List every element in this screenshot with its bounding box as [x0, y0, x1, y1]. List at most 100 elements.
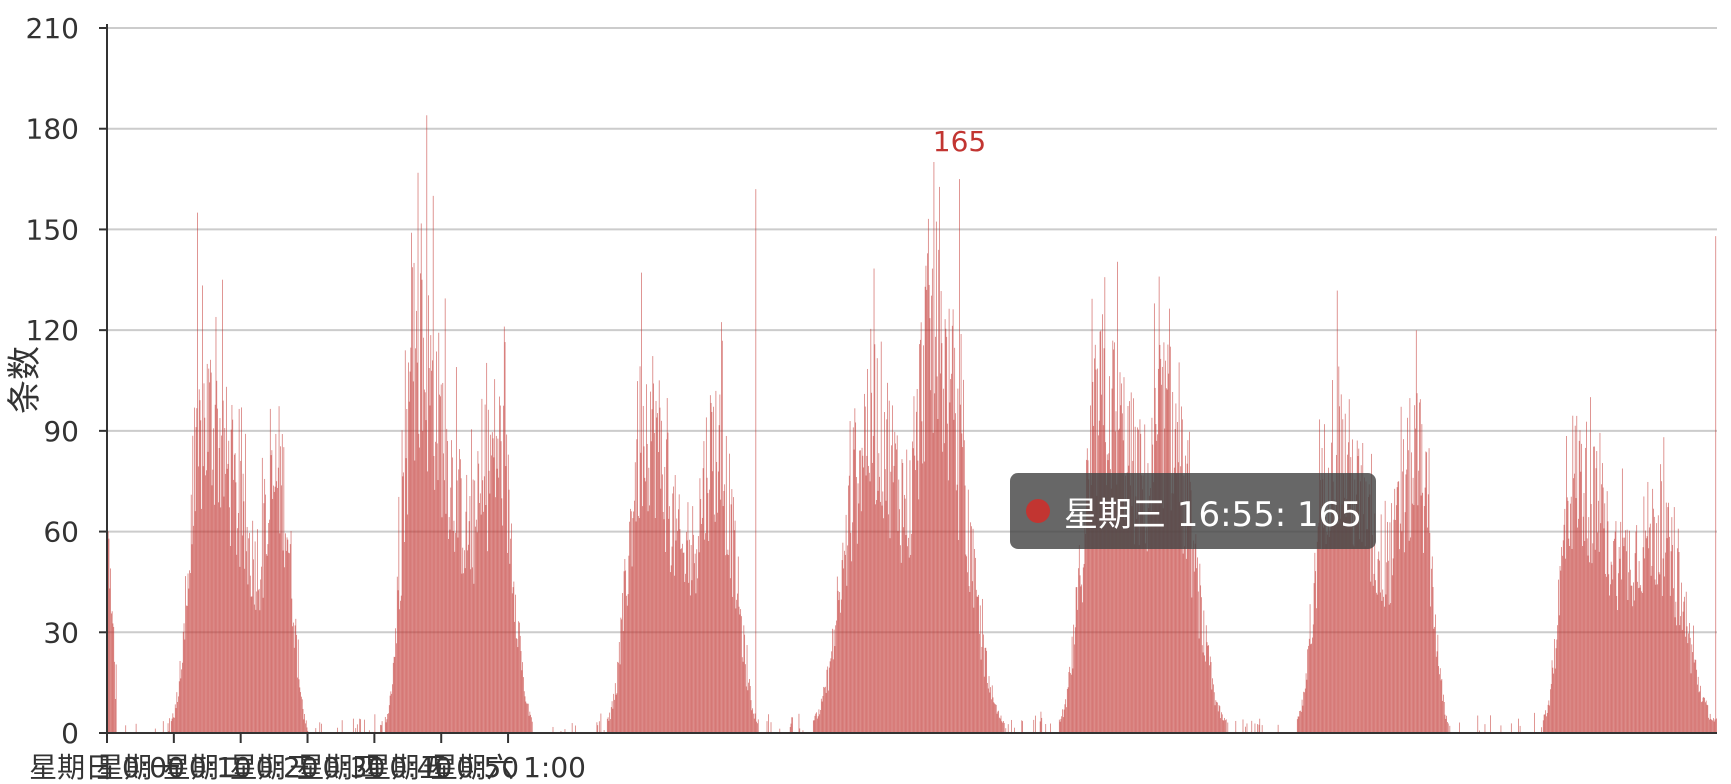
bar[interactable]	[359, 718, 361, 733]
bar[interactable]	[506, 434, 508, 733]
bar[interactable]	[1648, 548, 1650, 733]
bar[interactable]	[273, 485, 274, 733]
bar[interactable]	[713, 514, 715, 733]
bar[interactable]	[1395, 519, 1396, 733]
bar[interactable]	[374, 714, 376, 733]
bar[interactable]	[467, 544, 469, 733]
bar[interactable]	[1695, 659, 1697, 733]
bar[interactable]	[951, 325, 953, 733]
bar[interactable]	[896, 449, 897, 733]
bar[interactable]	[1562, 540, 1564, 733]
bar[interactable]	[1058, 719, 1060, 733]
bar[interactable]	[195, 427, 197, 733]
bar[interactable]	[1066, 689, 1068, 733]
bar[interactable]	[285, 533, 286, 733]
bar[interactable]	[459, 449, 460, 733]
bar[interactable]	[1678, 552, 1680, 733]
bar[interactable]	[455, 367, 457, 733]
bar[interactable]	[871, 392, 872, 733]
bar[interactable]	[886, 419, 888, 733]
bar[interactable]	[1593, 446, 1594, 733]
bar[interactable]	[281, 434, 283, 733]
bar[interactable]	[263, 503, 265, 733]
bar[interactable]	[913, 396, 915, 733]
bar[interactable]	[1426, 452, 1428, 733]
bar[interactable]	[1328, 467, 1329, 733]
bar[interactable]	[380, 725, 382, 733]
bar[interactable]	[1165, 388, 1167, 733]
bar[interactable]	[1673, 507, 1675, 733]
bar[interactable]	[1308, 645, 1309, 733]
bar[interactable]	[390, 691, 392, 733]
bar[interactable]	[1320, 480, 1321, 733]
bar[interactable]	[281, 485, 282, 733]
bar[interactable]	[1570, 496, 1572, 733]
bar[interactable]	[225, 473, 226, 733]
bar[interactable]	[1585, 447, 1586, 733]
bar[interactable]	[444, 298, 446, 733]
bar[interactable]	[1089, 501, 1091, 733]
bar[interactable]	[301, 699, 303, 733]
bar[interactable]	[226, 468, 228, 733]
bar[interactable]	[571, 723, 573, 733]
bar[interactable]	[665, 551, 666, 733]
bar[interactable]	[430, 335, 432, 733]
bar[interactable]	[200, 420, 202, 733]
bar[interactable]	[745, 664, 746, 733]
bar[interactable]	[1142, 475, 1144, 733]
bar[interactable]	[852, 522, 853, 733]
bar[interactable]	[1154, 387, 1156, 733]
bar[interactable]	[740, 609, 742, 733]
bar[interactable]	[799, 728, 801, 733]
bar[interactable]	[1339, 406, 1340, 733]
bar[interactable]	[1211, 689, 1213, 733]
bar[interactable]	[1649, 523, 1651, 733]
bar[interactable]	[1098, 420, 1100, 733]
bar[interactable]	[278, 406, 280, 733]
bar[interactable]	[1398, 481, 1400, 733]
bar[interactable]	[1413, 505, 1415, 733]
bar[interactable]	[519, 622, 520, 733]
bar[interactable]	[504, 342, 506, 733]
bar[interactable]	[470, 569, 472, 733]
bar[interactable]	[474, 480, 476, 733]
bar[interactable]	[791, 717, 793, 733]
bar[interactable]	[236, 554, 238, 733]
bar[interactable]	[1595, 468, 1597, 733]
bar[interactable]	[1186, 463, 1188, 733]
bar[interactable]	[305, 723, 306, 733]
bar[interactable]	[1582, 516, 1584, 733]
bar[interactable]	[1599, 432, 1601, 733]
bar[interactable]	[1587, 555, 1589, 733]
bar[interactable]	[1615, 521, 1617, 733]
bar[interactable]	[1235, 720, 1237, 733]
bar[interactable]	[1656, 523, 1658, 733]
bar[interactable]	[256, 591, 258, 733]
bar[interactable]	[240, 460, 242, 733]
bar[interactable]	[667, 432, 669, 733]
bar[interactable]	[194, 511, 196, 733]
bar[interactable]	[249, 532, 250, 733]
bar[interactable]	[850, 532, 852, 733]
bar[interactable]	[923, 345, 924, 733]
bar[interactable]	[899, 509, 900, 733]
bar[interactable]	[646, 384, 647, 733]
bar[interactable]	[458, 469, 460, 733]
bar[interactable]	[848, 475, 850, 733]
bar[interactable]	[620, 617, 622, 733]
bar[interactable]	[1690, 673, 1692, 733]
bar[interactable]	[1578, 440, 1580, 733]
bar[interactable]	[1589, 562, 1590, 733]
bar[interactable]	[940, 291, 942, 733]
bar[interactable]	[432, 195, 434, 734]
bar[interactable]	[1000, 715, 1002, 733]
bar[interactable]	[628, 555, 630, 733]
bar[interactable]	[1423, 506, 1425, 733]
bar[interactable]	[1101, 394, 1102, 733]
bar[interactable]	[1571, 548, 1573, 733]
bar[interactable]	[700, 499, 702, 733]
bar[interactable]	[831, 651, 833, 733]
bar[interactable]	[851, 561, 853, 733]
bar[interactable]	[1345, 516, 1347, 733]
bar[interactable]	[481, 398, 483, 733]
